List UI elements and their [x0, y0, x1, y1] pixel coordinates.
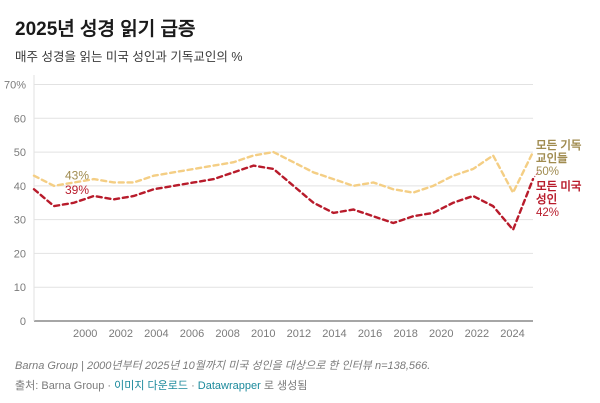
- svg-text:2004: 2004: [144, 328, 168, 340]
- svg-text:39%: 39%: [65, 183, 89, 197]
- svg-text:40: 40: [14, 181, 26, 193]
- svg-text:30: 30: [14, 215, 26, 227]
- svg-text:43%: 43%: [65, 169, 89, 183]
- svg-text:2014: 2014: [322, 328, 346, 340]
- svg-text:2016: 2016: [358, 328, 382, 340]
- svg-text:2020: 2020: [429, 328, 453, 340]
- svg-text:60: 60: [14, 113, 26, 125]
- svg-text:70%: 70%: [4, 80, 26, 92]
- svg-text:2006: 2006: [180, 328, 204, 340]
- svg-text:2024: 2024: [500, 328, 524, 340]
- svg-text:20: 20: [14, 248, 26, 260]
- svg-text:10: 10: [14, 282, 26, 294]
- svg-text:2010: 2010: [251, 328, 275, 340]
- svg-text:2012: 2012: [287, 328, 311, 340]
- svg-text:2022: 2022: [465, 328, 489, 340]
- svg-text:2002: 2002: [109, 328, 133, 340]
- svg-text:0: 0: [20, 316, 26, 328]
- svg-text:2018: 2018: [393, 328, 417, 340]
- svg-text:2000: 2000: [73, 328, 97, 340]
- svg-text:50: 50: [14, 147, 26, 159]
- svg-text:2008: 2008: [215, 328, 239, 340]
